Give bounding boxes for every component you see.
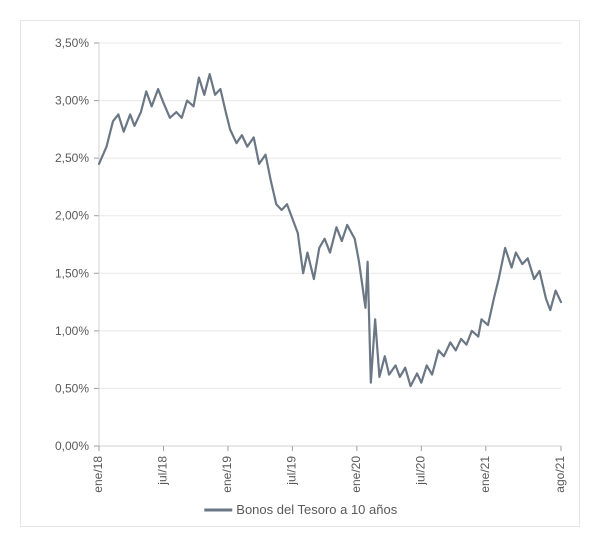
y-tick-label: 2,50% (55, 151, 89, 165)
x-tick-label: ene/20 (349, 456, 363, 493)
y-tick-label: 1,00% (55, 324, 89, 338)
x-tick-label: ene/21 (478, 456, 492, 493)
x-tick-label: jul/20 (413, 456, 427, 486)
x-tick-label: ene/19 (220, 456, 234, 493)
line-chart: 0,00% 0,50% 1,00% 1,50% 2,00% 2,50% 3,00% 3,50%… (21, 21, 581, 528)
y-tick-label: 1,50% (55, 266, 89, 280)
chart-card: 0,00% 0,50% 1,00% 1,50% 2,00% 2,50% 3,00% 3,50%… (20, 20, 580, 527)
y-tick-label: 2,00% (55, 209, 89, 223)
x-tick-label: jul/19 (285, 456, 299, 486)
y-tick-label: 3,00% (55, 94, 89, 108)
x-tick-label: ago/21 (553, 456, 567, 493)
y-tick-label: 0,00% (55, 439, 89, 453)
x-tick-label: jul/18 (156, 456, 170, 486)
x-tick-label: ene/18 (91, 456, 105, 493)
y-tick-label: 3,50% (55, 36, 89, 50)
legend: Bonos del Tesoro a 10 años (204, 502, 397, 517)
series-line (99, 74, 561, 386)
legend-item-label: Bonos del Tesoro a 10 años (236, 502, 397, 517)
y-tick-label: 0,50% (55, 381, 89, 395)
